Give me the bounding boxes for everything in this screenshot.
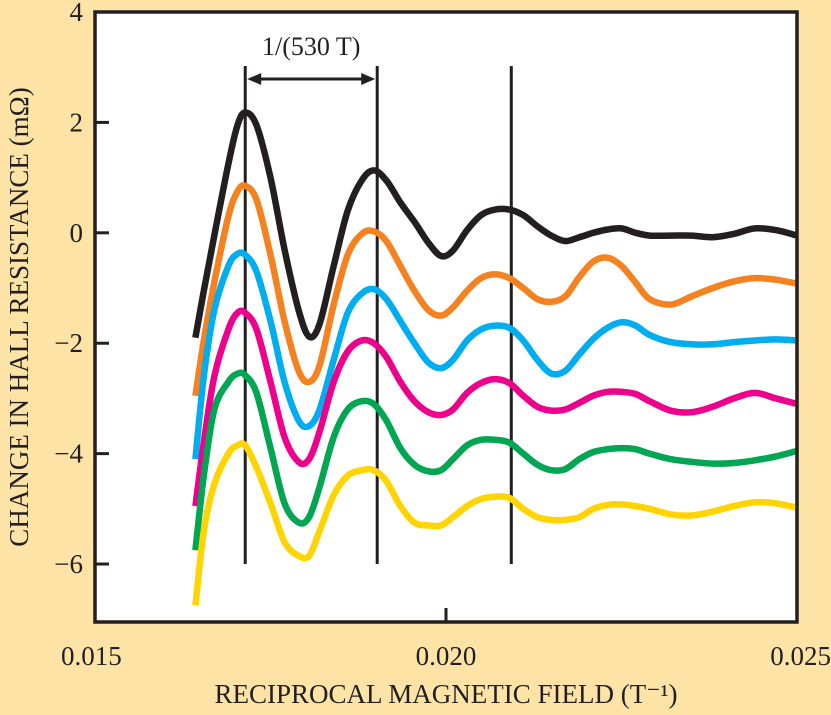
y-tick-label: −4: [54, 439, 83, 469]
x-tick-label: 0.025: [770, 641, 831, 671]
period-annotation: 1/(530 T): [247, 32, 376, 85]
x-tick-label: 0.015: [61, 641, 122, 671]
series-line-orange: [192, 182, 798, 397]
x-axis-ticks: 0.015 0.020 0.025: [61, 608, 831, 671]
series-line-black: [192, 109, 798, 341]
x-tick-label: 0.020: [416, 641, 477, 671]
series-line-cyan: [192, 249, 798, 460]
arrowhead-right-icon: [361, 73, 376, 85]
y-tick-label: −2: [54, 328, 83, 358]
series-line-yellow: [192, 440, 798, 606]
y-tick-label: 4: [70, 0, 84, 27]
arrowhead-left-icon: [247, 73, 262, 85]
y-axis-ticks: 4 2 0 −2 −4 −6: [54, 0, 109, 579]
period-annotation-label: 1/(530 T): [262, 32, 360, 61]
y-tick-label: −6: [54, 549, 83, 579]
series-line-magenta: [192, 307, 798, 507]
y-tick-label: 2: [70, 107, 84, 137]
series-line-green: [192, 369, 798, 551]
series-group: [192, 109, 798, 606]
y-axis-title: CHANGE IN HALL RESISTANCE (mΩ): [4, 87, 34, 546]
x-axis-title: RECIPROCAL MAGNETIC FIELD (T⁻¹): [214, 679, 677, 709]
y-tick-label: 0: [70, 218, 84, 248]
